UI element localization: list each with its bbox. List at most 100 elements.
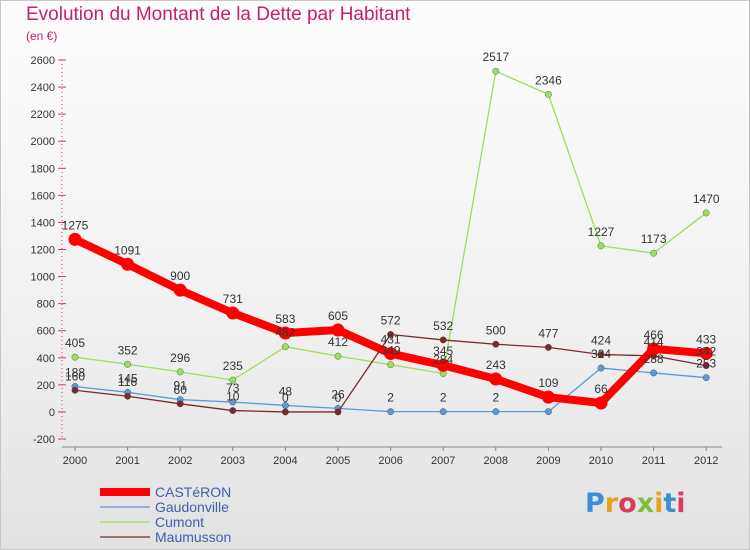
data-label: 424 xyxy=(591,334,611,348)
data-label: 2517 xyxy=(482,50,509,64)
data-label: 48 xyxy=(279,384,293,398)
data-label: 605 xyxy=(328,309,348,323)
data-point xyxy=(597,364,605,372)
data-point xyxy=(545,90,552,98)
data-label: 235 xyxy=(223,359,243,373)
data-label: 2 xyxy=(440,391,447,405)
data-point xyxy=(281,408,289,416)
x-tick-label: 2004 xyxy=(273,455,297,467)
data-point xyxy=(650,249,657,257)
data-point xyxy=(334,408,342,416)
y-tick-label: 2600 xyxy=(31,55,55,67)
legend-label: CASTéRON xyxy=(155,484,231,500)
proxiti-logo: Proxiti xyxy=(585,488,686,519)
data-label: 296 xyxy=(170,351,190,365)
data-point xyxy=(541,390,555,404)
data-label: 145 xyxy=(118,371,138,385)
data-label: 405 xyxy=(65,336,85,350)
data-label: 900 xyxy=(170,269,190,283)
data-point xyxy=(647,342,661,356)
unit-label: (en €) xyxy=(26,29,58,43)
chart-title: Evolution du Montant de la Dette par Hab… xyxy=(26,4,411,25)
data-point xyxy=(597,242,605,250)
data-point xyxy=(68,232,82,246)
data-label: 60 xyxy=(174,383,188,397)
x-tick-label: 2002 xyxy=(168,455,192,467)
data-label: 466 xyxy=(644,328,664,342)
data-label: 160 xyxy=(65,369,85,383)
data-label: 482 xyxy=(275,326,295,340)
x-tick-label: 2011 xyxy=(642,455,666,467)
data-label: 572 xyxy=(381,314,401,328)
data-label: 188 xyxy=(65,365,85,379)
x-tick-label: 2006 xyxy=(378,455,402,467)
legend-label: Maumusson xyxy=(155,529,231,545)
logo-letter: P xyxy=(585,488,605,519)
data-label: 10 xyxy=(226,390,240,404)
x-tick-label: 2001 xyxy=(115,455,139,467)
data-point xyxy=(702,374,710,382)
data-label: 345 xyxy=(433,344,453,358)
data-point xyxy=(124,360,132,368)
data-point xyxy=(281,343,289,351)
data-point xyxy=(439,408,447,416)
data-point xyxy=(176,368,184,376)
data-label: 477 xyxy=(538,326,558,340)
data-label: 2 xyxy=(387,391,394,405)
data-point xyxy=(384,347,398,361)
data-label: 109 xyxy=(538,376,558,390)
data-point xyxy=(229,398,237,406)
y-tick-label: 1600 xyxy=(31,190,55,202)
data-point xyxy=(121,257,135,271)
data-point xyxy=(489,372,503,386)
data-point xyxy=(699,346,713,360)
x-tick-label: 2000 xyxy=(63,455,87,467)
data-label: 1227 xyxy=(588,225,615,239)
data-label: 324 xyxy=(591,347,611,361)
x-tick-label: 2003 xyxy=(221,455,245,467)
x-tick-label: 2007 xyxy=(431,455,455,467)
data-label: 1091 xyxy=(114,243,141,257)
data-label: 1470 xyxy=(693,192,720,206)
data-point xyxy=(387,331,394,338)
data-label: 433 xyxy=(696,332,716,346)
y-tick-label: 1400 xyxy=(31,217,55,229)
data-label: 284 xyxy=(433,352,453,366)
y-tick-label: 2200 xyxy=(31,109,55,121)
data-label: 66 xyxy=(594,382,608,396)
data-label: 253 xyxy=(696,357,716,371)
data-point xyxy=(436,358,450,372)
data-point xyxy=(439,336,447,344)
x-tick-label: 2008 xyxy=(484,455,508,467)
y-tick-label: 600 xyxy=(37,326,55,338)
logo-letter: i xyxy=(654,488,664,519)
y-tick-label: 400 xyxy=(37,353,55,365)
data-label: 412 xyxy=(328,335,348,349)
data-point xyxy=(331,323,345,337)
x-tick-label: 2012 xyxy=(694,455,718,467)
data-point xyxy=(229,407,237,414)
data-point xyxy=(229,376,237,384)
data-label: 532 xyxy=(433,319,453,333)
axes: -200020040060080010001200140016001800200… xyxy=(31,55,722,467)
data-point xyxy=(278,326,292,340)
legend-label: Cumont xyxy=(155,514,204,530)
logo-letter: o xyxy=(618,488,637,519)
y-tick-label: 2400 xyxy=(31,82,55,94)
data-label: 2346 xyxy=(535,73,562,87)
x-tick-label: 2005 xyxy=(326,455,350,467)
data-label: 349 xyxy=(381,344,401,358)
y-tick-label: 1000 xyxy=(31,272,55,284)
logo-letter: i xyxy=(676,488,686,519)
logo-letter: x xyxy=(636,488,655,519)
data-label: 1173 xyxy=(641,232,667,246)
data-label: 500 xyxy=(486,323,506,337)
data-label: 2 xyxy=(492,391,499,405)
data-point xyxy=(71,386,79,394)
legend-label: Gaudonville xyxy=(155,499,229,515)
data-point xyxy=(492,67,500,75)
y-tick-label: 0 xyxy=(49,407,55,419)
data-point xyxy=(71,353,79,361)
